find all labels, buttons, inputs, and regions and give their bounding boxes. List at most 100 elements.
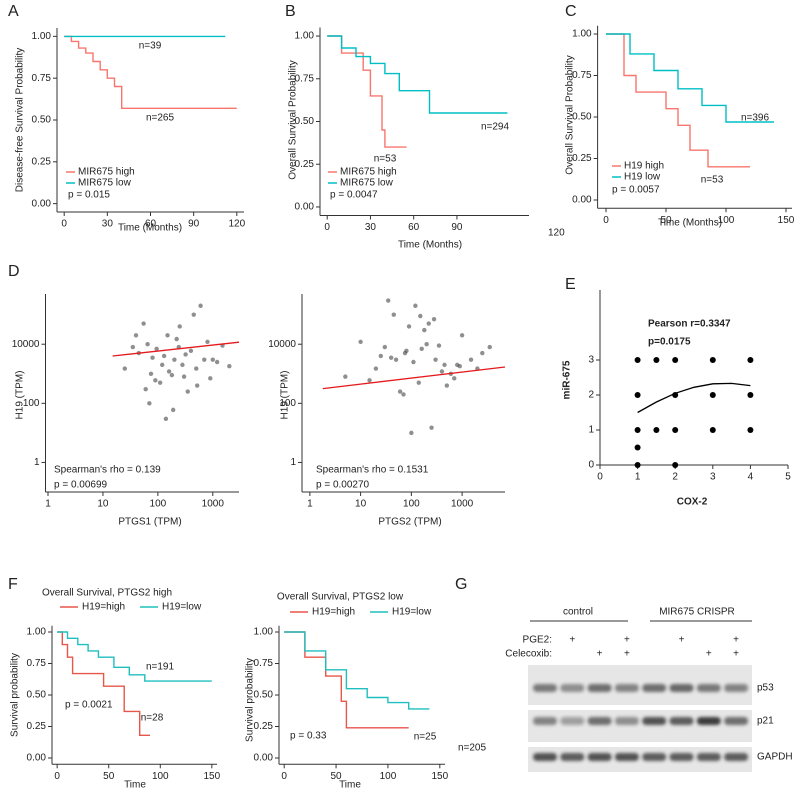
annotation: n=294 [481, 122, 510, 133]
scatter-point [188, 348, 194, 353]
x-tick-label: 0 [61, 219, 67, 230]
scatter-point [402, 350, 408, 356]
scatter-point [444, 383, 450, 388]
y-tick-label: 1.00 [254, 627, 274, 638]
x-tick-label: 5 [785, 472, 791, 483]
scatter-point [393, 357, 399, 362]
annotation: n=53 [374, 154, 397, 165]
x-axis-label: COX-2 [677, 497, 708, 508]
scatter-point [431, 317, 437, 322]
x-tick-label: 0 [597, 472, 603, 483]
scatter-point [148, 371, 154, 376]
x-axis-label: Time (Months) [118, 223, 182, 234]
scatter-point [422, 327, 427, 333]
legend-label: MIR675 high [340, 167, 397, 178]
y-axis-label: Overall Survival Probability [288, 60, 299, 180]
x-tick-label: 50 [103, 771, 115, 782]
y-tick-label: 0.25 [572, 153, 592, 164]
scatter-point [163, 416, 169, 421]
scatter-point [424, 342, 429, 347]
annotation: Pearson r=0.3347 [648, 319, 731, 330]
y-tick-label: 0.50 [572, 112, 592, 123]
annotation: p = 0.0057 [612, 185, 660, 196]
x-tick-label: 90 [451, 222, 463, 233]
scatter-point [442, 362, 447, 368]
scatter-point [709, 392, 716, 398]
survival-curve [57, 631, 212, 682]
panel-letter: A [8, 3, 19, 20]
scatter-point [194, 383, 200, 388]
annotation: p = 0.00270 [316, 480, 370, 491]
treatment-mark: + [624, 635, 630, 646]
x-axis-label: Time (Months) [658, 218, 722, 229]
scatter-point [457, 364, 462, 369]
scatter-point [133, 333, 139, 338]
x-tick-label: 1 [307, 499, 313, 510]
blot-band [724, 753, 749, 761]
annotation: n=396 [741, 113, 770, 124]
x-tick-label: 1 [45, 499, 51, 510]
legend-label: H19=low [392, 607, 432, 618]
survival-curve [57, 631, 150, 736]
x-axis-label: PTGS2 (TPM) [378, 517, 441, 528]
y-tick-label: 0.25 [32, 156, 52, 167]
scatter-point [198, 303, 203, 308]
panel-letter: E [565, 276, 576, 293]
scatter-point [205, 339, 210, 345]
band-label: p53 [757, 683, 774, 694]
blot-band [669, 684, 694, 692]
survival-curve [327, 35, 508, 114]
y-tick-label: 1.00 [27, 627, 47, 638]
blot-band [669, 717, 694, 725]
annotation: p = 0.00699 [54, 480, 108, 491]
x-tick-label: 1000 [451, 499, 474, 510]
treatment-mark: + [569, 635, 575, 646]
x-axis-label: PTGS1 (TPM) [118, 517, 181, 528]
x-tick-label: 2 [672, 472, 678, 483]
blot-band [696, 753, 721, 761]
legend-label: H19=high [312, 607, 355, 618]
chart-title: Overall Survival, PTGS2 low [277, 592, 404, 603]
x-tick-label: 0 [324, 222, 330, 233]
panel-letter: B [285, 3, 296, 20]
scatter-point [181, 374, 187, 379]
panel-letter: C [565, 3, 577, 20]
y-tick-label: 0.75 [32, 73, 52, 84]
y-tick-label: 0 [588, 460, 594, 471]
treatment-mark: + [706, 649, 712, 660]
scatter-point [154, 346, 159, 351]
scatter-point [634, 462, 641, 468]
scatter-point [147, 401, 152, 406]
scatter-point [459, 333, 465, 338]
x-tick-label: 100 [152, 771, 169, 782]
blot-band [560, 753, 585, 761]
scatter-point [480, 350, 485, 356]
y-tick-label: 0.00 [295, 202, 315, 213]
blot-band [696, 717, 721, 725]
x-tick-label: 0 [54, 771, 60, 782]
blot-band [642, 753, 667, 761]
x-tick-label: 60 [408, 222, 420, 233]
scatter-point [143, 387, 148, 392]
panel-letter: G [455, 576, 467, 593]
scatter-point [406, 324, 412, 329]
x-axis-label: Time (Months) [398, 240, 462, 251]
x-tick-label: 100 [403, 499, 420, 510]
y-tick-label: 1.00 [572, 29, 592, 40]
scatter-point [165, 333, 170, 338]
x-axis-label: Time [124, 780, 146, 790]
y-tick-label: 1.00 [295, 31, 315, 42]
blot-band [614, 684, 639, 692]
blot-band [642, 684, 667, 692]
y-tick-label: 1 [290, 457, 296, 468]
group-label: MIR675 CRISPR [659, 607, 735, 618]
x-tick-label: 150 [204, 771, 221, 782]
x-tick-label: 50 [331, 771, 343, 782]
legend-label: H19=low [162, 602, 202, 613]
scatter-point [157, 380, 163, 385]
scatter-point [145, 342, 150, 347]
y-axis-label: Survival probability [10, 653, 21, 737]
band-label: p21 [757, 716, 774, 727]
blot-band [560, 684, 585, 692]
treatment-mark: + [733, 635, 739, 646]
